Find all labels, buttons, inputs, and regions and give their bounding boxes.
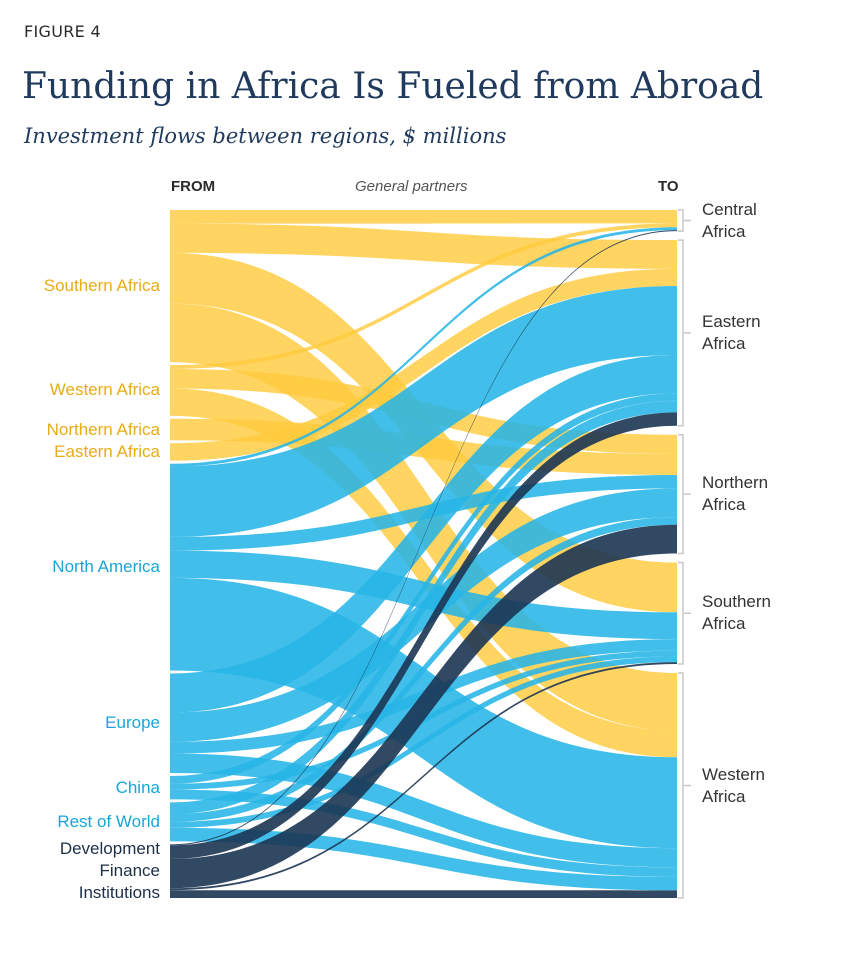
- source-label-northern-africa: Northern Africa: [46, 419, 160, 439]
- source-label-development-finance-institutions: Development Finance Institutions: [59, 839, 160, 903]
- to-header: TO: [658, 178, 679, 195]
- target-label-line: Central: [702, 200, 757, 219]
- flow-development-finance-institutions-to-northern-africa: [170, 524, 677, 889]
- flow-north-america-to-northern-africa: [170, 475, 677, 551]
- source-label-southern-africa: Southern Africa: [43, 276, 160, 296]
- flow-western-africa-to-central-africa: [170, 223, 677, 370]
- target-label-central-africa: Central Africa: [702, 199, 757, 243]
- flow-china-to-eastern-africa: [170, 393, 677, 784]
- flow-development-finance-institutions-to-southern-africa: [170, 662, 677, 891]
- source-label-europe: Europe: [105, 713, 160, 733]
- flow-rest-of-world-to-northern-africa: [170, 517, 677, 822]
- target-label-eastern-africa: Eastern Africa: [702, 311, 761, 355]
- flow-development-finance-institutions-to-western-africa: [170, 890, 677, 898]
- target-bracket-southern-africa: [678, 561, 691, 665]
- source-label-north-america: North America: [52, 557, 160, 577]
- flow-rest-of-world-to-southern-africa: [170, 656, 677, 828]
- target-label-line: Africa: [702, 614, 746, 634]
- flow-north-america-to-southern-africa: [170, 550, 677, 640]
- target-label-line: Western: [702, 764, 765, 784]
- flow-europe-to-western-africa: [170, 753, 677, 868]
- target-label-line: Southern: [702, 592, 771, 612]
- source-label-eastern-africa: Eastern Africa: [54, 442, 160, 462]
- target-bracket-northern-africa: [678, 434, 691, 555]
- flow-europe-to-eastern-africa: [170, 354, 677, 713]
- flow-southern-africa-to-eastern-africa: [170, 223, 677, 269]
- target-label-line: Northern: [702, 473, 769, 493]
- flow-development-finance-institutions-to-central-africa: [170, 230, 677, 846]
- source-label-china: China: [115, 777, 160, 797]
- target-label-line: Eastern: [702, 311, 761, 331]
- target-bracket-central-africa: [678, 209, 691, 232]
- source-label-rest-of-world: Rest of World: [57, 811, 160, 831]
- target-label-line: Africa: [702, 786, 746, 806]
- from-header: FROM: [171, 178, 216, 195]
- general-partners-header: General partners: [355, 178, 468, 195]
- flow-china-to-western-africa: [170, 789, 677, 877]
- chart-subtitle: Investment flows between regions, $ mill…: [24, 124, 507, 148]
- target-bracket-eastern-africa: [678, 239, 691, 427]
- flow-southern-africa-to-central-africa: [170, 210, 677, 224]
- flow-europe-to-northern-africa: [170, 488, 677, 742]
- flow-development-finance-institutions-to-eastern-africa: [170, 412, 677, 859]
- target-label-northern-africa: Northern Africa: [702, 472, 768, 516]
- flow-western-africa-to-western-africa: [170, 388, 677, 758]
- target-label-line: Africa: [702, 333, 746, 353]
- flow-rest-of-world-to-eastern-africa: [170, 400, 677, 815]
- target-label-line: Africa: [702, 222, 746, 241]
- flow-north-america-to-central-africa: [170, 227, 677, 467]
- target-label-southern-africa: Southern Africa: [702, 591, 771, 635]
- figure-label: FIGURE 4: [24, 22, 101, 41]
- chart-title: Funding in Africa Is Fueled from Abroad: [22, 66, 764, 107]
- target-label-western-africa: Western Africa: [702, 764, 765, 808]
- source-label-western-africa: Western Africa: [49, 380, 160, 400]
- flow-eastern-africa-to-eastern-africa: [170, 268, 677, 461]
- target-label-line: Africa: [702, 495, 746, 515]
- flow-north-america-to-eastern-africa: [170, 286, 677, 537]
- target-bracket-western-africa: [678, 672, 691, 899]
